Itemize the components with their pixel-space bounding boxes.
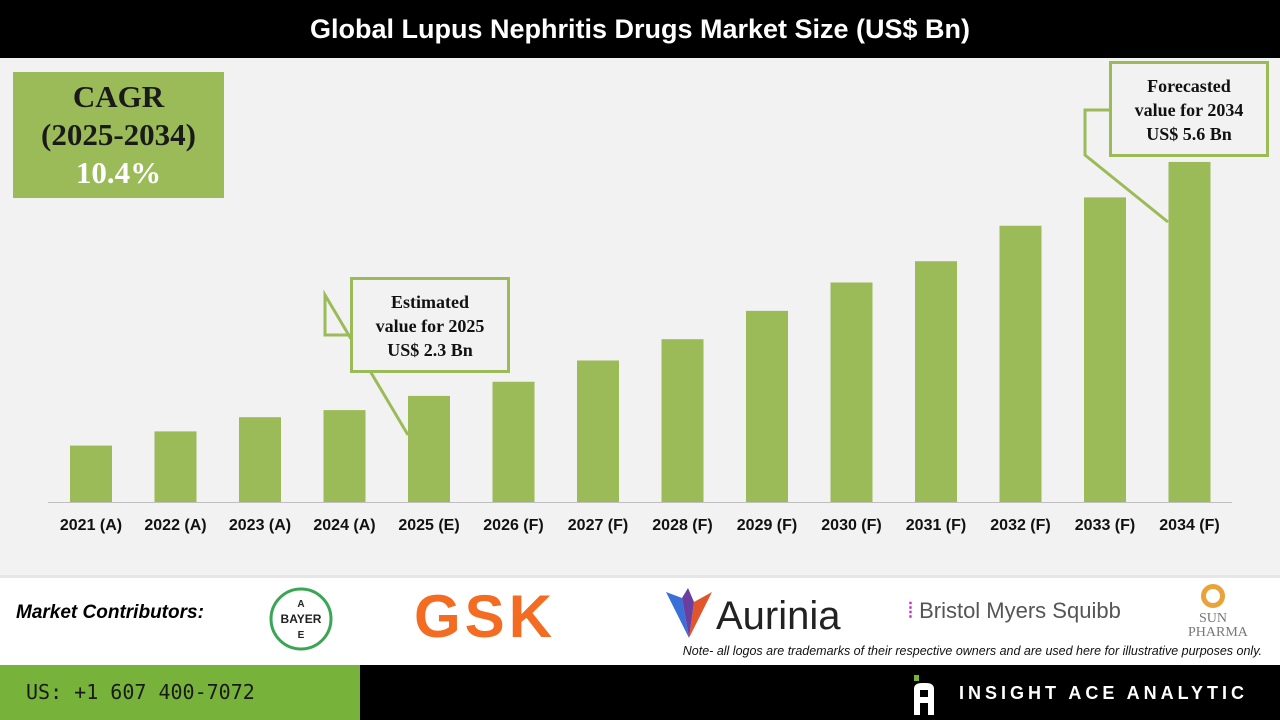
- x-tick-label: 2022 (A): [144, 517, 206, 534]
- callout-text: value for 2025: [375, 316, 485, 336]
- callout-text: Estimated: [391, 292, 469, 312]
- bar: [239, 417, 281, 502]
- brand-bar: INSIGHT ACE ANALYTIC: [360, 665, 1280, 720]
- x-tick-label: 2031 (F): [906, 517, 966, 534]
- cagr-value: 10.4%: [75, 155, 162, 190]
- bar: [70, 445, 112, 502]
- cagr-label: CAGR: [72, 79, 165, 114]
- x-tick-label: 2028 (F): [652, 517, 712, 534]
- bar: [746, 310, 788, 502]
- callout-text: Forecasted: [1147, 76, 1231, 96]
- sun-pharma-logo: SUN PHARMA: [1188, 584, 1248, 640]
- bar: [1168, 161, 1211, 502]
- chart-title: Global Lupus Nephritis Drugs Market Size…: [0, 0, 1280, 58]
- x-tick-label: 2029 (F): [737, 517, 797, 534]
- x-tick-label: 2032 (F): [990, 517, 1050, 534]
- bar: [915, 261, 957, 502]
- bayer-logo: BAYER A E: [269, 587, 333, 651]
- insight-ace-logo-icon: [914, 675, 934, 715]
- bms-logo-text: Bristol Myers Squibb: [919, 598, 1121, 623]
- bar: [830, 282, 873, 502]
- svg-text:E: E: [298, 630, 305, 641]
- x-tick-label: 2027 (F): [568, 517, 628, 534]
- forecast-callout: Forecasted value for 2034 US$ 5.6 Bn: [1109, 61, 1269, 157]
- x-tick-label: 2025 (E): [398, 517, 459, 534]
- bar: [154, 431, 197, 502]
- bar-chart: 2021 (A) 2022 (A) 2023 (A) 2024 (A) 2025 (E)…: [48, 108, 1232, 534]
- aurinia-logo: Aurinia: [716, 594, 841, 638]
- bar: [999, 225, 1042, 502]
- x-tick-label: 2021 (A): [60, 517, 122, 534]
- x-tick-label: 2026 (F): [483, 517, 543, 534]
- callout-text: US$ 5.6 Bn: [1146, 124, 1232, 144]
- bar: [1084, 197, 1126, 502]
- estimated-callout: Estimated value for 2025 US$ 2.3 Bn: [350, 277, 510, 373]
- trademark-note: Note- all logos are trademarks of their …: [682, 644, 1262, 658]
- contributors-label: Market Contributors:: [16, 602, 204, 623]
- footer: Market Contributors: BAYER A E GSK Aurin…: [0, 575, 1280, 665]
- x-tick-label: 2030 (F): [821, 517, 881, 534]
- bar: [408, 395, 450, 502]
- bar: [661, 339, 704, 502]
- cagr-period: (2025-2034): [41, 117, 196, 152]
- aurinia-mark-icon: [666, 588, 712, 638]
- x-tick-label: 2023 (A): [229, 517, 291, 534]
- cagr-box: CAGR (2025-2034) 10.4%: [13, 72, 224, 198]
- phone-number: US: +1 607 400-7072: [0, 665, 360, 720]
- callout-text: value for 2034: [1134, 100, 1244, 120]
- forecast-callout-leader: [1083, 108, 1169, 224]
- brand-name: INSIGHT ACE ANALYTIC: [958, 683, 1248, 703]
- callout-text: US$ 2.3 Bn: [387, 340, 473, 360]
- bms-logo: ⦙ Bristol Myers Squibb: [908, 598, 1121, 623]
- x-tick-label: 2034 (F): [1159, 517, 1219, 534]
- bar: [492, 381, 535, 502]
- bar: [323, 410, 366, 502]
- x-tick-label: 2024 (A): [313, 517, 375, 534]
- svg-text:A: A: [297, 599, 304, 610]
- gsk-logo: GSK: [414, 583, 557, 650]
- x-tick-label: 2033 (F): [1075, 517, 1135, 534]
- svg-text:BAYER: BAYER: [281, 612, 322, 626]
- bar: [577, 360, 619, 502]
- sun-pharma-text: SUN PHARMA: [1188, 611, 1248, 640]
